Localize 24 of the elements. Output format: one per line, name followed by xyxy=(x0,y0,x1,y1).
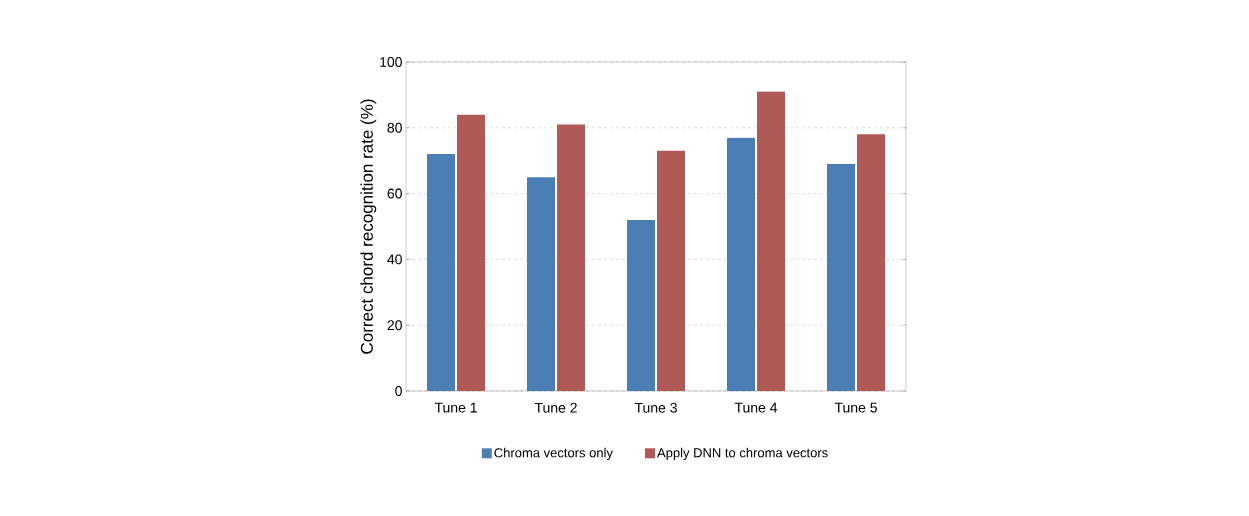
y-tick-label: 20 xyxy=(387,320,402,331)
y-tick-label: 80 xyxy=(387,122,402,133)
y-tick-label: 0 xyxy=(395,386,402,396)
x-tick-label: Tune 1 xyxy=(434,402,477,413)
bar xyxy=(757,91,786,391)
legend-label: Apply DNN to chroma vectors xyxy=(657,447,828,460)
bar xyxy=(727,137,756,391)
y-tick-label: 40 xyxy=(387,254,402,265)
bar xyxy=(627,219,656,391)
x-tick-label: Tune 5 xyxy=(834,402,877,413)
y-axis-title: Correct chord recognition rate (%) xyxy=(360,99,377,354)
legend-label: Chroma vectors only xyxy=(494,447,613,460)
bar xyxy=(857,134,885,391)
x-tick-label: Tune 3 xyxy=(634,402,677,413)
y-tick-label: 100 xyxy=(380,57,402,67)
bar xyxy=(527,177,556,391)
bar xyxy=(657,150,686,391)
bar xyxy=(457,114,486,391)
y-tick-label: 60 xyxy=(387,188,402,199)
x-tick-label: Tune 2 xyxy=(534,402,577,413)
bar xyxy=(827,163,856,391)
x-tick-label: Tune 4 xyxy=(734,402,778,413)
bar xyxy=(557,124,586,391)
bar xyxy=(427,154,456,391)
